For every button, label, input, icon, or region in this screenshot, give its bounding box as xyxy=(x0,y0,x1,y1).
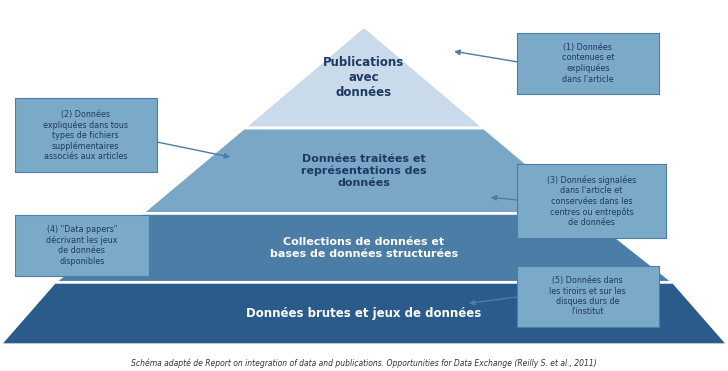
Text: Données brutes et jeux de données: Données brutes et jeux de données xyxy=(246,307,482,320)
Text: (1) Données
contenues et
expliquées
dans l'article: (1) Données contenues et expliquées dans… xyxy=(562,43,614,83)
FancyBboxPatch shape xyxy=(517,33,659,93)
FancyBboxPatch shape xyxy=(15,98,157,173)
FancyBboxPatch shape xyxy=(15,215,149,276)
Polygon shape xyxy=(0,282,728,345)
Text: (2) Données
expliquées dans tous
types de fichiers
supplémentaires
associés aux : (2) Données expliquées dans tous types d… xyxy=(43,109,128,161)
Text: (3) Données signalées
dans l'article et
conservées dans les
centres ou entrepôts: (3) Données signalées dans l'article et … xyxy=(547,175,636,227)
Polygon shape xyxy=(244,26,484,128)
Text: Collections de données et
bases de données structurées: Collections de données et bases de donné… xyxy=(270,237,458,259)
FancyBboxPatch shape xyxy=(517,164,666,238)
Text: Données traitées et
représentations des
données: Données traitées et représentations des … xyxy=(301,154,427,188)
Polygon shape xyxy=(142,128,586,213)
Text: Publications
avec
données: Publications avec données xyxy=(323,56,405,99)
Text: (4) "Data papers"
décrivant les jeux
de données
disponibles: (4) "Data papers" décrivant les jeux de … xyxy=(46,225,118,266)
Text: Schéma adapté de Report on integration of data and publications. Opportunities f: Schéma adapté de Report on integration o… xyxy=(131,358,597,368)
Text: (5) Données dans
les tiroirs et sur les
disques durs de
l'institut: (5) Données dans les tiroirs et sur les … xyxy=(550,276,626,316)
FancyBboxPatch shape xyxy=(517,266,659,327)
Polygon shape xyxy=(55,213,673,282)
